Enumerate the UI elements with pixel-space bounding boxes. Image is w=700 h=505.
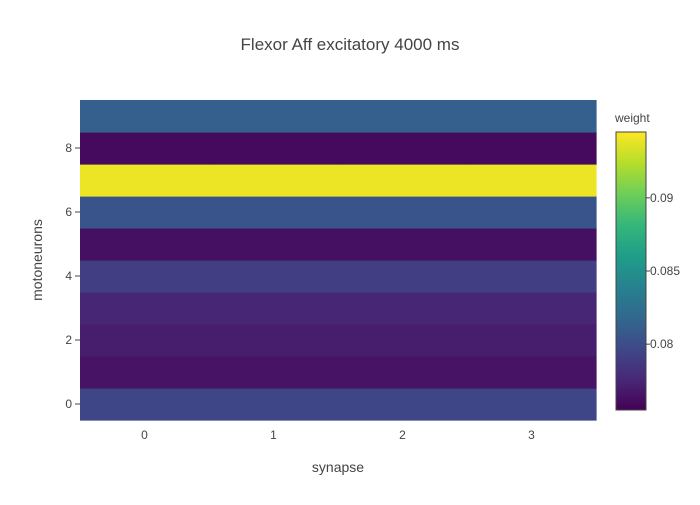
heatmap-cell xyxy=(338,228,468,261)
y-tick-label: 8 xyxy=(65,141,72,155)
y-tick-label: 6 xyxy=(65,205,72,219)
heatmap-cell xyxy=(209,356,339,389)
heatmap-cell xyxy=(209,228,339,261)
heatmap-cell xyxy=(80,324,210,357)
heatmap-cell xyxy=(338,356,468,389)
colorbar: weight 0.08 0.085 0.09 xyxy=(614,111,680,411)
heatmap-cell xyxy=(80,132,210,165)
x-axis: 0 1 2 3 xyxy=(141,428,535,442)
heatmap-cell xyxy=(467,356,597,389)
heatmap-cell xyxy=(467,100,597,133)
heatmap-cell xyxy=(80,260,210,293)
heatmap-cell xyxy=(338,196,468,229)
heatmap-cell xyxy=(467,292,597,325)
heatmap-cell xyxy=(338,132,468,165)
heatmap-cells xyxy=(80,100,597,421)
heatmap-cell xyxy=(209,100,339,133)
heatmap-cell xyxy=(467,132,597,165)
heatmap-cell xyxy=(467,324,597,357)
x-tick-label: 3 xyxy=(528,428,535,442)
heatmap-cell xyxy=(338,388,468,421)
heatmap-cell xyxy=(209,132,339,165)
heatmap-cell xyxy=(80,228,210,261)
colorbar-tick-label: 0.09 xyxy=(650,191,674,205)
y-tick-label: 0 xyxy=(65,397,72,411)
heatmap-cell xyxy=(467,388,597,421)
heatmap-cell xyxy=(209,260,339,293)
heatmap-cell xyxy=(209,196,339,229)
heatmap-cell xyxy=(467,196,597,229)
heatmap-cell xyxy=(209,164,339,197)
heatmap-cell xyxy=(80,164,210,197)
heatmap-cell xyxy=(80,100,210,133)
colorbar-tick-label: 0.085 xyxy=(650,264,680,278)
y-axis: 0 2 4 6 8 xyxy=(65,141,80,411)
y-tick-label: 4 xyxy=(65,269,72,283)
colorbar-title: weight xyxy=(614,111,650,125)
x-tick-label: 2 xyxy=(399,428,406,442)
chart-title: Flexor Aff excitatory 4000 ms xyxy=(241,35,460,54)
x-axis-label: synapse xyxy=(312,459,364,475)
heatmap-cell xyxy=(209,324,339,357)
y-tick-label: 2 xyxy=(65,333,72,347)
heatmap-cell xyxy=(80,356,210,389)
heatmap-cell xyxy=(338,164,468,197)
heatmap-cell xyxy=(80,292,210,325)
heatmap-cell xyxy=(338,260,468,293)
heatmap-cell xyxy=(338,292,468,325)
heatmap-cell xyxy=(467,164,597,197)
heatmap-cell xyxy=(209,388,339,421)
heatmap-cell xyxy=(80,196,210,229)
heatmap-cell xyxy=(80,388,210,421)
colorbar-gradient xyxy=(615,131,647,411)
heatmap-cell xyxy=(467,228,597,261)
heatmap-cell xyxy=(338,324,468,357)
heatmap-cell xyxy=(338,100,468,133)
heatmap-cell xyxy=(209,292,339,325)
heatmap-cell xyxy=(467,260,597,293)
x-tick-label: 1 xyxy=(270,428,277,442)
x-tick-label: 0 xyxy=(141,428,148,442)
y-axis-label: motoneurons xyxy=(29,219,45,301)
colorbar-tick-label: 0.08 xyxy=(650,337,674,351)
